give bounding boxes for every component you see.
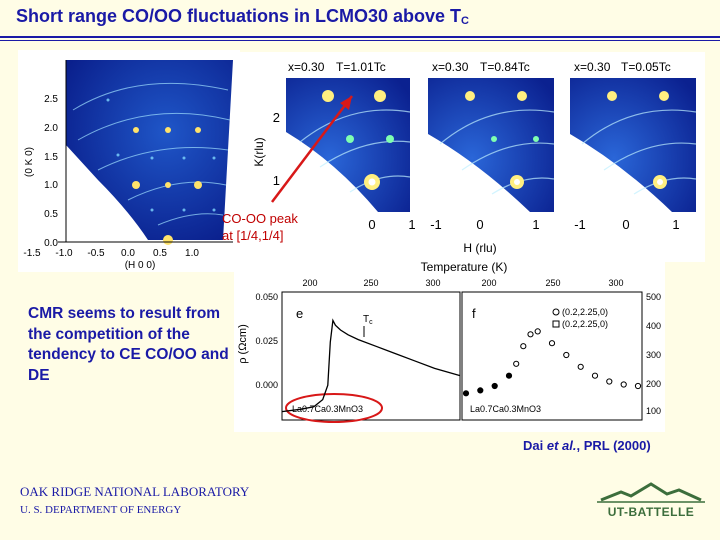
map-h-tick: -1 bbox=[430, 217, 442, 232]
map-panel-1 bbox=[286, 78, 411, 212]
temperature-maps: x=0.30 T=1.01Tc x=0.30 T=0.84Tc x=0.30 T… bbox=[240, 52, 705, 262]
intensity-point bbox=[548, 340, 556, 347]
f-top-tick: 300 bbox=[608, 278, 623, 288]
tc-label: Tc bbox=[363, 314, 373, 326]
map-k-tick: 2 bbox=[273, 110, 280, 125]
logo-mountain-icon bbox=[600, 482, 702, 502]
panel-e-frame bbox=[281, 291, 461, 421]
map-x-label: x=0.30 bbox=[288, 60, 325, 74]
map-h-tick: 1 bbox=[408, 217, 415, 232]
intensity-point bbox=[462, 390, 470, 397]
f-top-tick: 250 bbox=[545, 278, 560, 288]
map-h-tick: 0 bbox=[622, 217, 629, 232]
e-top-tick: 200 bbox=[302, 278, 317, 288]
intensity-point bbox=[620, 381, 627, 388]
legend-square-marker bbox=[552, 320, 560, 328]
left-y-tick: 2.5 bbox=[44, 94, 58, 105]
title-rule-thin bbox=[0, 40, 720, 41]
intensity-point bbox=[520, 343, 527, 350]
left-map-wedge bbox=[66, 60, 233, 240]
map-h-tick: 1 bbox=[532, 217, 539, 232]
right-axis-tick: 400 bbox=[646, 321, 661, 331]
left-y-tick: 1.0 bbox=[44, 180, 58, 191]
ut-battelle-logo: UT-BATTELLE bbox=[597, 480, 705, 522]
intensity-point bbox=[534, 328, 541, 335]
resistivity-line bbox=[281, 318, 461, 413]
map-t-label: T=0.05Tc bbox=[621, 60, 671, 74]
compound-label-f: La0.7Ca0.3MnO3 bbox=[470, 404, 541, 414]
intensity-point bbox=[477, 387, 484, 394]
panel-e-label: e bbox=[296, 306, 303, 321]
left-y-tick: 0.0 bbox=[44, 238, 58, 249]
logo-text: UT-BATTELLE bbox=[607, 505, 695, 519]
chart-title: Temperature (K) bbox=[421, 262, 508, 274]
org-name: OAK RIDGE NATIONAL LABORATORY bbox=[20, 484, 250, 499]
intensity-point bbox=[491, 382, 498, 390]
org-subtitle: U. S. DEPARTMENT OF ENERGY bbox=[20, 504, 182, 516]
left-x-tick: -1.5 bbox=[23, 248, 41, 259]
map-x-label: x=0.30 bbox=[574, 60, 611, 74]
intensity-point bbox=[577, 363, 584, 370]
map-t-label: T=0.84Tc bbox=[480, 60, 530, 74]
map-h-tick: 0 bbox=[368, 217, 375, 232]
map-h-tick: -1 bbox=[574, 217, 586, 232]
left-x-tick: 0.0 bbox=[121, 248, 135, 259]
e-top-tick: 300 bbox=[425, 278, 440, 288]
peak-label: CO-OO peak at [1/4,1/4] bbox=[222, 211, 298, 243]
map-k-tick: 1 bbox=[273, 173, 280, 188]
map-h-tick: 1 bbox=[672, 217, 679, 232]
slide-title: Short range CO/OO fluctuations in LCMO30… bbox=[16, 6, 469, 27]
left-x-tick: -1.0 bbox=[55, 248, 73, 259]
left-x-tick: -0.5 bbox=[87, 248, 105, 259]
intensity-point bbox=[606, 378, 613, 385]
title-rule bbox=[0, 36, 720, 38]
e-top-tick: 250 bbox=[363, 278, 378, 288]
intensity-point bbox=[513, 360, 520, 367]
left-axis-tick: 0.000 bbox=[255, 380, 278, 390]
peak-arrow-head bbox=[340, 96, 352, 110]
right-axis-tick: 300 bbox=[646, 350, 661, 360]
intensity-point bbox=[563, 351, 570, 359]
compound-highlight bbox=[285, 393, 383, 423]
y-axis-label: ρ (Ωcm) bbox=[237, 324, 249, 364]
peak-arrow-line bbox=[271, 95, 353, 203]
map-h-tick: 0 bbox=[476, 217, 483, 232]
map-k-label: K(rlu) bbox=[252, 137, 266, 166]
left-x-tick: 0.5 bbox=[153, 248, 167, 259]
map-x-label: x=0.30 bbox=[432, 60, 469, 74]
citation: Dai et al., PRL (2000) bbox=[523, 438, 651, 453]
panel-f-label: f bbox=[472, 306, 476, 321]
left-x-label: (H 0 0) bbox=[125, 260, 156, 271]
right-axis-tick: 500 bbox=[646, 292, 661, 302]
left-y-tick: 1.5 bbox=[44, 152, 58, 163]
map-panel-3 bbox=[570, 78, 697, 212]
legend-circle-marker bbox=[552, 308, 560, 316]
left-diffraction-map: 2.5 2.0 1.5 1.0 0.5 0.0 -1.5 -1.0 -0.5 0… bbox=[18, 50, 240, 272]
intensity-point bbox=[505, 372, 513, 379]
panel-f-frame bbox=[461, 291, 643, 421]
left-y-label: (0 K 0) bbox=[24, 147, 35, 177]
resistivity-plot: Temperature (K) 200 250 300 200 250 300 … bbox=[234, 260, 665, 432]
body-text: CMR seems to result from the competition… bbox=[28, 305, 229, 384]
left-axis-tick: 0.050 bbox=[255, 292, 278, 302]
right-axis-tick: 200 bbox=[646, 379, 661, 389]
intensity-point bbox=[591, 372, 599, 379]
f-top-tick: 200 bbox=[481, 278, 496, 288]
map-h-label: H (rlu) bbox=[463, 241, 496, 255]
intensity-point bbox=[634, 382, 642, 390]
left-y-tick: 2.0 bbox=[44, 123, 58, 134]
legend-square-label: (0.2,2.25,0) bbox=[562, 319, 608, 329]
map-panel-2 bbox=[428, 78, 555, 212]
map-t-label: T=1.01Tc bbox=[336, 60, 386, 74]
left-x-tick: 1.0 bbox=[185, 248, 199, 259]
left-y-tick: 0.5 bbox=[44, 209, 58, 220]
left-axis-tick: 0.025 bbox=[255, 336, 278, 346]
legend-circle-label: (0.2,2.25,0) bbox=[562, 307, 608, 317]
intensity-point bbox=[527, 331, 534, 338]
right-axis-tick: 100 bbox=[646, 406, 661, 416]
compound-label-e: La0.7Ca0.3MnO3 bbox=[292, 404, 363, 414]
